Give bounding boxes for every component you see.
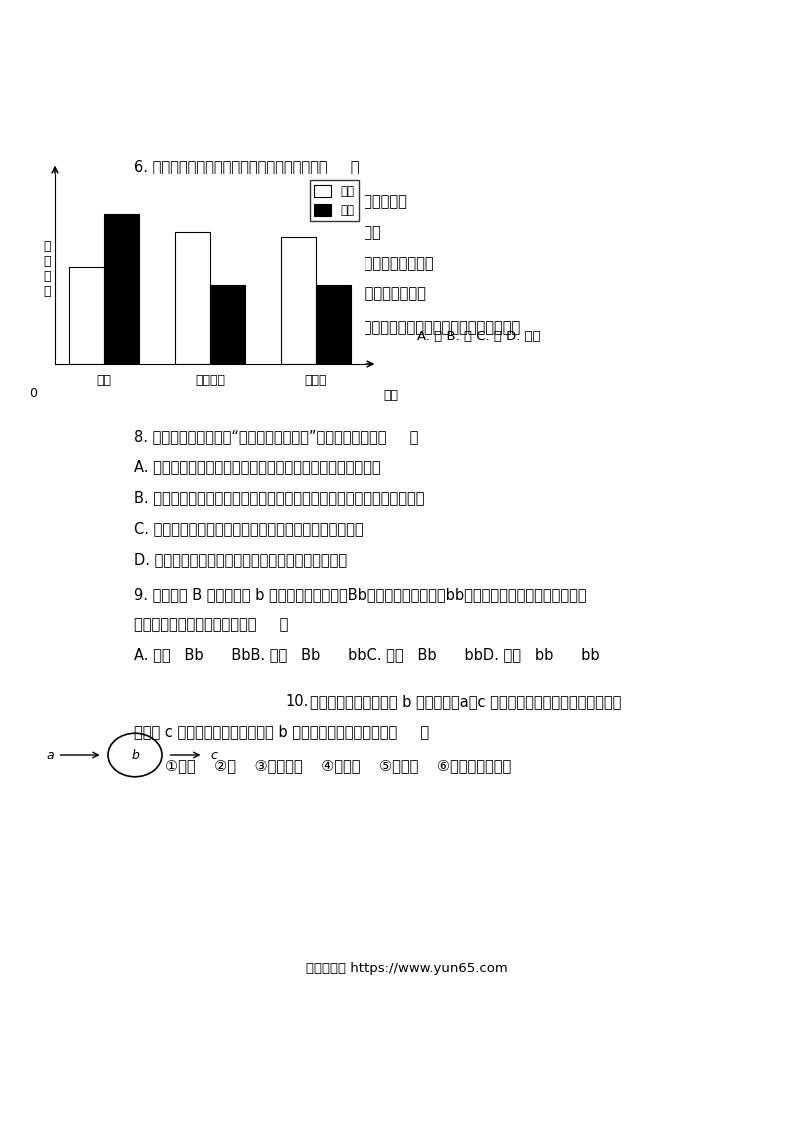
Text: A. 毛桃   Bb      BbB. 毛桃   Bb      bbC. 滑桃   Bb      bbD. 滑桃   bb      bb: A. 毛桃 Bb BbB. 毛桃 Bb bbC. 滑桃 Bb bbD. 滑桃 b… xyxy=(134,647,600,662)
Text: （   ）: （ ） xyxy=(134,346,166,360)
Y-axis label: 相
对
含
量: 相 对 含 量 xyxy=(43,240,51,298)
Text: A. 肺 B. 脑 C. 肾 D. 小肠: A. 肺 B. 脑 C. 肾 D. 小肠 xyxy=(417,330,541,343)
Text: ①大脑    ②肺    ③小肠绒毛    ④肾小球    ⑤肾小管    ⑥左心房、左心室: ①大脑 ②肺 ③小肠绒毛 ④肾小球 ⑤肾小管 ⑥左心房、左心室 xyxy=(165,758,511,773)
Text: A. 白酒和葡萄酒制作过程都要经过霍菌的糖化和酵母菌的发酵等阶段: A. 白酒和葡萄酒制作过程都要经过霍菌的糖化和酵母菌的发酵等阶段 xyxy=(134,193,407,209)
Text: C. 神经元有许多突起有利于接受刺激产生冲动并传导冲动: C. 神经元有许多突起有利于接受刺激产生冲动并传导冲动 xyxy=(134,522,364,536)
Text: 云锋学科网 https://www.yun65.com: 云锋学科网 https://www.yun65.com xyxy=(305,963,508,975)
Bar xyxy=(281,238,316,364)
Text: 如图是血液流经某器官 b 的示意图，a、c 表示血管，箭头表示血液流动的方: 如图是血液流经某器官 b 的示意图，a、c 表示血管，箭头表示血液流动的方 xyxy=(310,693,621,709)
Legend: 动脉, 静脉: 动脉, 静脉 xyxy=(310,180,359,221)
Text: C. 在果蔬贮藏场所适当降低氧气浓度的主要目的是抑制微生物的生长与繁殖: C. 在果蔬贮藏场所适当降低氧气浓度的主要目的是抑制微生物的生长与繁殖 xyxy=(134,255,434,269)
Text: B. 制作白酒和葡萄酒等用到的「菌」和香菇一样都是营腐生活: B. 制作白酒和葡萄酒等用到的「菌」和香菇一样都是营腐生活 xyxy=(134,224,381,239)
Text: 7. 在某一时刻测定某一器官的动脉和静脉的血液内三种物质含量，其相对数値如图所示，该器官是: 7. 在某一时刻测定某一器官的动脉和静脉的血液内三种物质含量，其相对数値如图所示… xyxy=(134,320,520,334)
Text: 物质: 物质 xyxy=(384,388,399,402)
Text: D. 制作酸奶过程的实质是乳酸菌在适宜条件下将奶中的蛋白质转化成乳酸: D. 制作酸奶过程的实质是乳酸菌在适宜条件下将奶中的蛋白质转化成乳酸 xyxy=(134,286,426,301)
Text: 6. 下列对生活中的生物技术的叙述，正确的是（     ）: 6. 下列对生活中的生物技术的叙述，正确的是（ ） xyxy=(134,159,359,174)
Text: 9. 毛桃基因 B 对滑桃基因 b 为显性，现将毛桃（Bb）的花粉授给滑桃（bb）的雌蕊柱头，该雌蕊所结果实: 9. 毛桃基因 B 对滑桃基因 b 为显性，现将毛桃（Bb）的花粉授给滑桃（bb… xyxy=(134,588,587,603)
Text: a: a xyxy=(47,748,54,762)
Text: 10.: 10. xyxy=(285,693,308,709)
Bar xyxy=(175,232,210,364)
Text: 向，若 c 血管内流动脉血，你认为 b 可能代表的器官和结构是（     ）: 向，若 c 血管内流动脉血，你认为 b 可能代表的器官和结构是（ ） xyxy=(134,725,429,739)
Text: B. 根尖成熟区表皮细胞一部分向外突出形成根毛，利于吸收水分和无机盐: B. 根尖成熟区表皮细胞一部分向外突出形成根毛，利于吸收水分和无机盐 xyxy=(134,490,424,505)
Text: b: b xyxy=(131,748,139,762)
Bar xyxy=(316,285,351,364)
Text: 的性状和种子的基因型分别为（     ）: 的性状和种子的基因型分别为（ ） xyxy=(134,617,289,632)
Bar xyxy=(69,267,104,364)
Text: c: c xyxy=(211,748,217,762)
Text: 8. 下列叙述中，不符合“结构与功能相适应”生物学观点的是（     ）: 8. 下列叙述中，不符合“结构与功能相适应”生物学观点的是（ ） xyxy=(134,429,419,444)
Text: 0: 0 xyxy=(29,387,37,399)
Text: D. 心脏中瓣膜的存在可以使动脉血和静脉血完全分开: D. 心脏中瓣膜的存在可以使动脉血和静脉血完全分开 xyxy=(134,552,347,567)
Bar xyxy=(210,285,245,364)
Bar xyxy=(104,214,139,364)
Text: A. 肺泡壁和毛细血管壁都由一层上皮细胞构成，利于气体交换: A. 肺泡壁和毛细血管壁都由一层上皮细胞构成，利于气体交换 xyxy=(134,460,381,475)
